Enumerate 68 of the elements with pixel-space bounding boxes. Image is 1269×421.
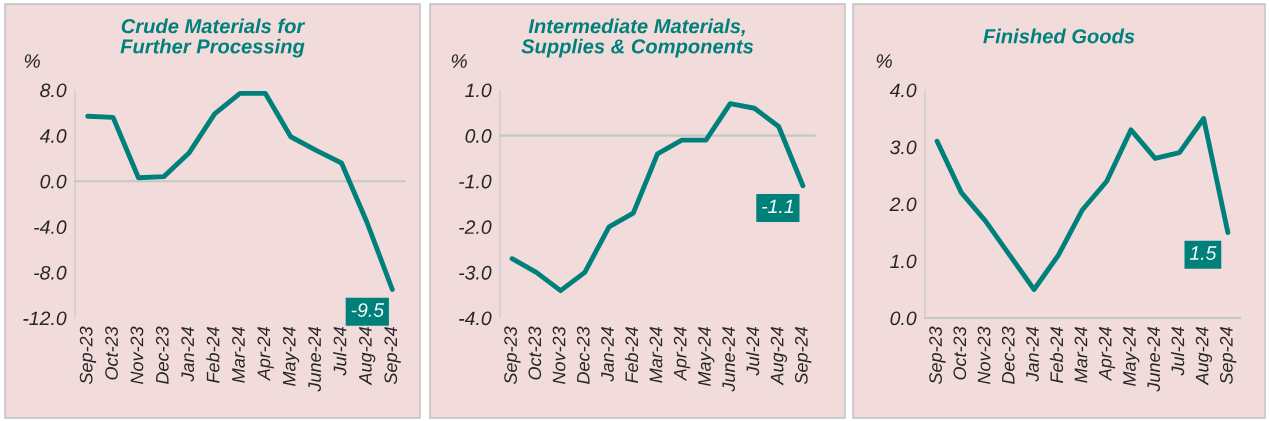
- y-tick-label: 1.0: [465, 83, 492, 98]
- x-tick-label: Feb-24: [1049, 327, 1064, 383]
- chart-title: Intermediate Materials, Supplies & Components: [521, 18, 754, 58]
- x-tick-label: June-24: [308, 327, 321, 392]
- y-tick-label: 4.0: [39, 129, 67, 143]
- x-tick-label: Oct-23: [528, 326, 542, 380]
- x-tick-label: Oct-23: [105, 326, 118, 380]
- y-tick-label: 2.0: [889, 197, 917, 212]
- x-tick-label: Jan-24: [181, 327, 195, 382]
- y-tick-label: -8.0: [34, 265, 67, 280]
- y-tick-label: 0.0: [465, 129, 492, 143]
- x-tick-label: Jan-24: [601, 327, 614, 382]
- x-tick-label: Aug-24: [1195, 327, 1213, 386]
- x-tick-label: Nov-23: [977, 326, 991, 384]
- x-tick-label: Mar-24: [232, 327, 245, 383]
- x-tick-label: Sep-24: [794, 327, 812, 385]
- x-tick-label: Jul-24: [746, 327, 760, 376]
- x-tick-label: Feb-24: [624, 327, 639, 383]
- y-tick-label: -2.0: [459, 220, 492, 235]
- y-tick-label: -3.0: [459, 265, 492, 280]
- x-tick-label: Sep-24: [1219, 327, 1237, 385]
- x-tick-label: Jul-24: [333, 327, 347, 376]
- x-tick-label: May-24: [698, 327, 715, 386]
- x-tick-label: June-24: [1147, 327, 1161, 392]
- x-tick-label: Sep-23: [504, 326, 521, 385]
- x-tick-label: Sep-23: [929, 326, 946, 385]
- x-tick-label: Apr-24: [1098, 327, 1116, 382]
- line-series: [934, 116, 1231, 292]
- data-label: -1.1: [762, 199, 793, 214]
- y-tick-label: 0.0: [40, 174, 67, 189]
- x-tick-label: Dec-23: [576, 326, 590, 384]
- x-tick-label: Apr-24: [257, 327, 274, 382]
- y-axis-title: %: [24, 54, 40, 68]
- x-tick-label: Dec-23: [1001, 326, 1015, 384]
- x-tick-label: Aug-24: [358, 327, 376, 386]
- x-tick-label: May-24: [282, 327, 300, 386]
- y-tick-label: 8.0: [40, 83, 67, 98]
- y-axis-title: %: [876, 54, 892, 68]
- x-tick-label: Oct-23: [953, 326, 967, 380]
- x-tick-label: Sep-24: [384, 327, 401, 385]
- x-tick-label: Mar-24: [649, 327, 663, 383]
- y-tick-label: -1.0: [459, 174, 492, 189]
- x-tick-label: May-24: [1123, 327, 1140, 386]
- y-tick-label: 4.0: [889, 83, 917, 98]
- line-series: [85, 90, 395, 292]
- x-tick-label: Nov-23: [130, 326, 144, 384]
- y-tick-label: -4.0: [34, 220, 67, 235]
- y-tick-label: 1.0: [890, 254, 917, 269]
- y-tick-label: -12.0: [23, 311, 67, 326]
- chart-title: Finished Goods: [983, 28, 1135, 44]
- x-tick-label: Apr-24: [673, 327, 691, 382]
- x-tick-label: Dec-23: [155, 326, 169, 384]
- y-tick-label: -4.0: [459, 311, 492, 326]
- x-tick-label: Jan-24: [1026, 327, 1039, 382]
- line-series: [509, 101, 806, 294]
- x-tick-label: Nov-23: [552, 326, 566, 384]
- data-label: 1.5: [1189, 246, 1217, 260]
- x-tick-label: Mar-24: [1074, 327, 1088, 383]
- x-tick-label: June-24: [722, 327, 736, 392]
- x-tick-label: Aug-24: [770, 327, 788, 386]
- x-tick-label: Feb-24: [206, 327, 220, 383]
- x-tick-label: Sep-23: [79, 326, 97, 385]
- y-tick-label: 0.0: [890, 311, 917, 326]
- data-label: -9.5: [351, 303, 385, 317]
- y-tick-label: 3.0: [890, 140, 917, 155]
- x-tick-label: Jul-24: [1171, 327, 1185, 376]
- y-axis-title: %: [451, 54, 467, 68]
- chart-title: Crude Materials for Further Processing: [120, 18, 306, 58]
